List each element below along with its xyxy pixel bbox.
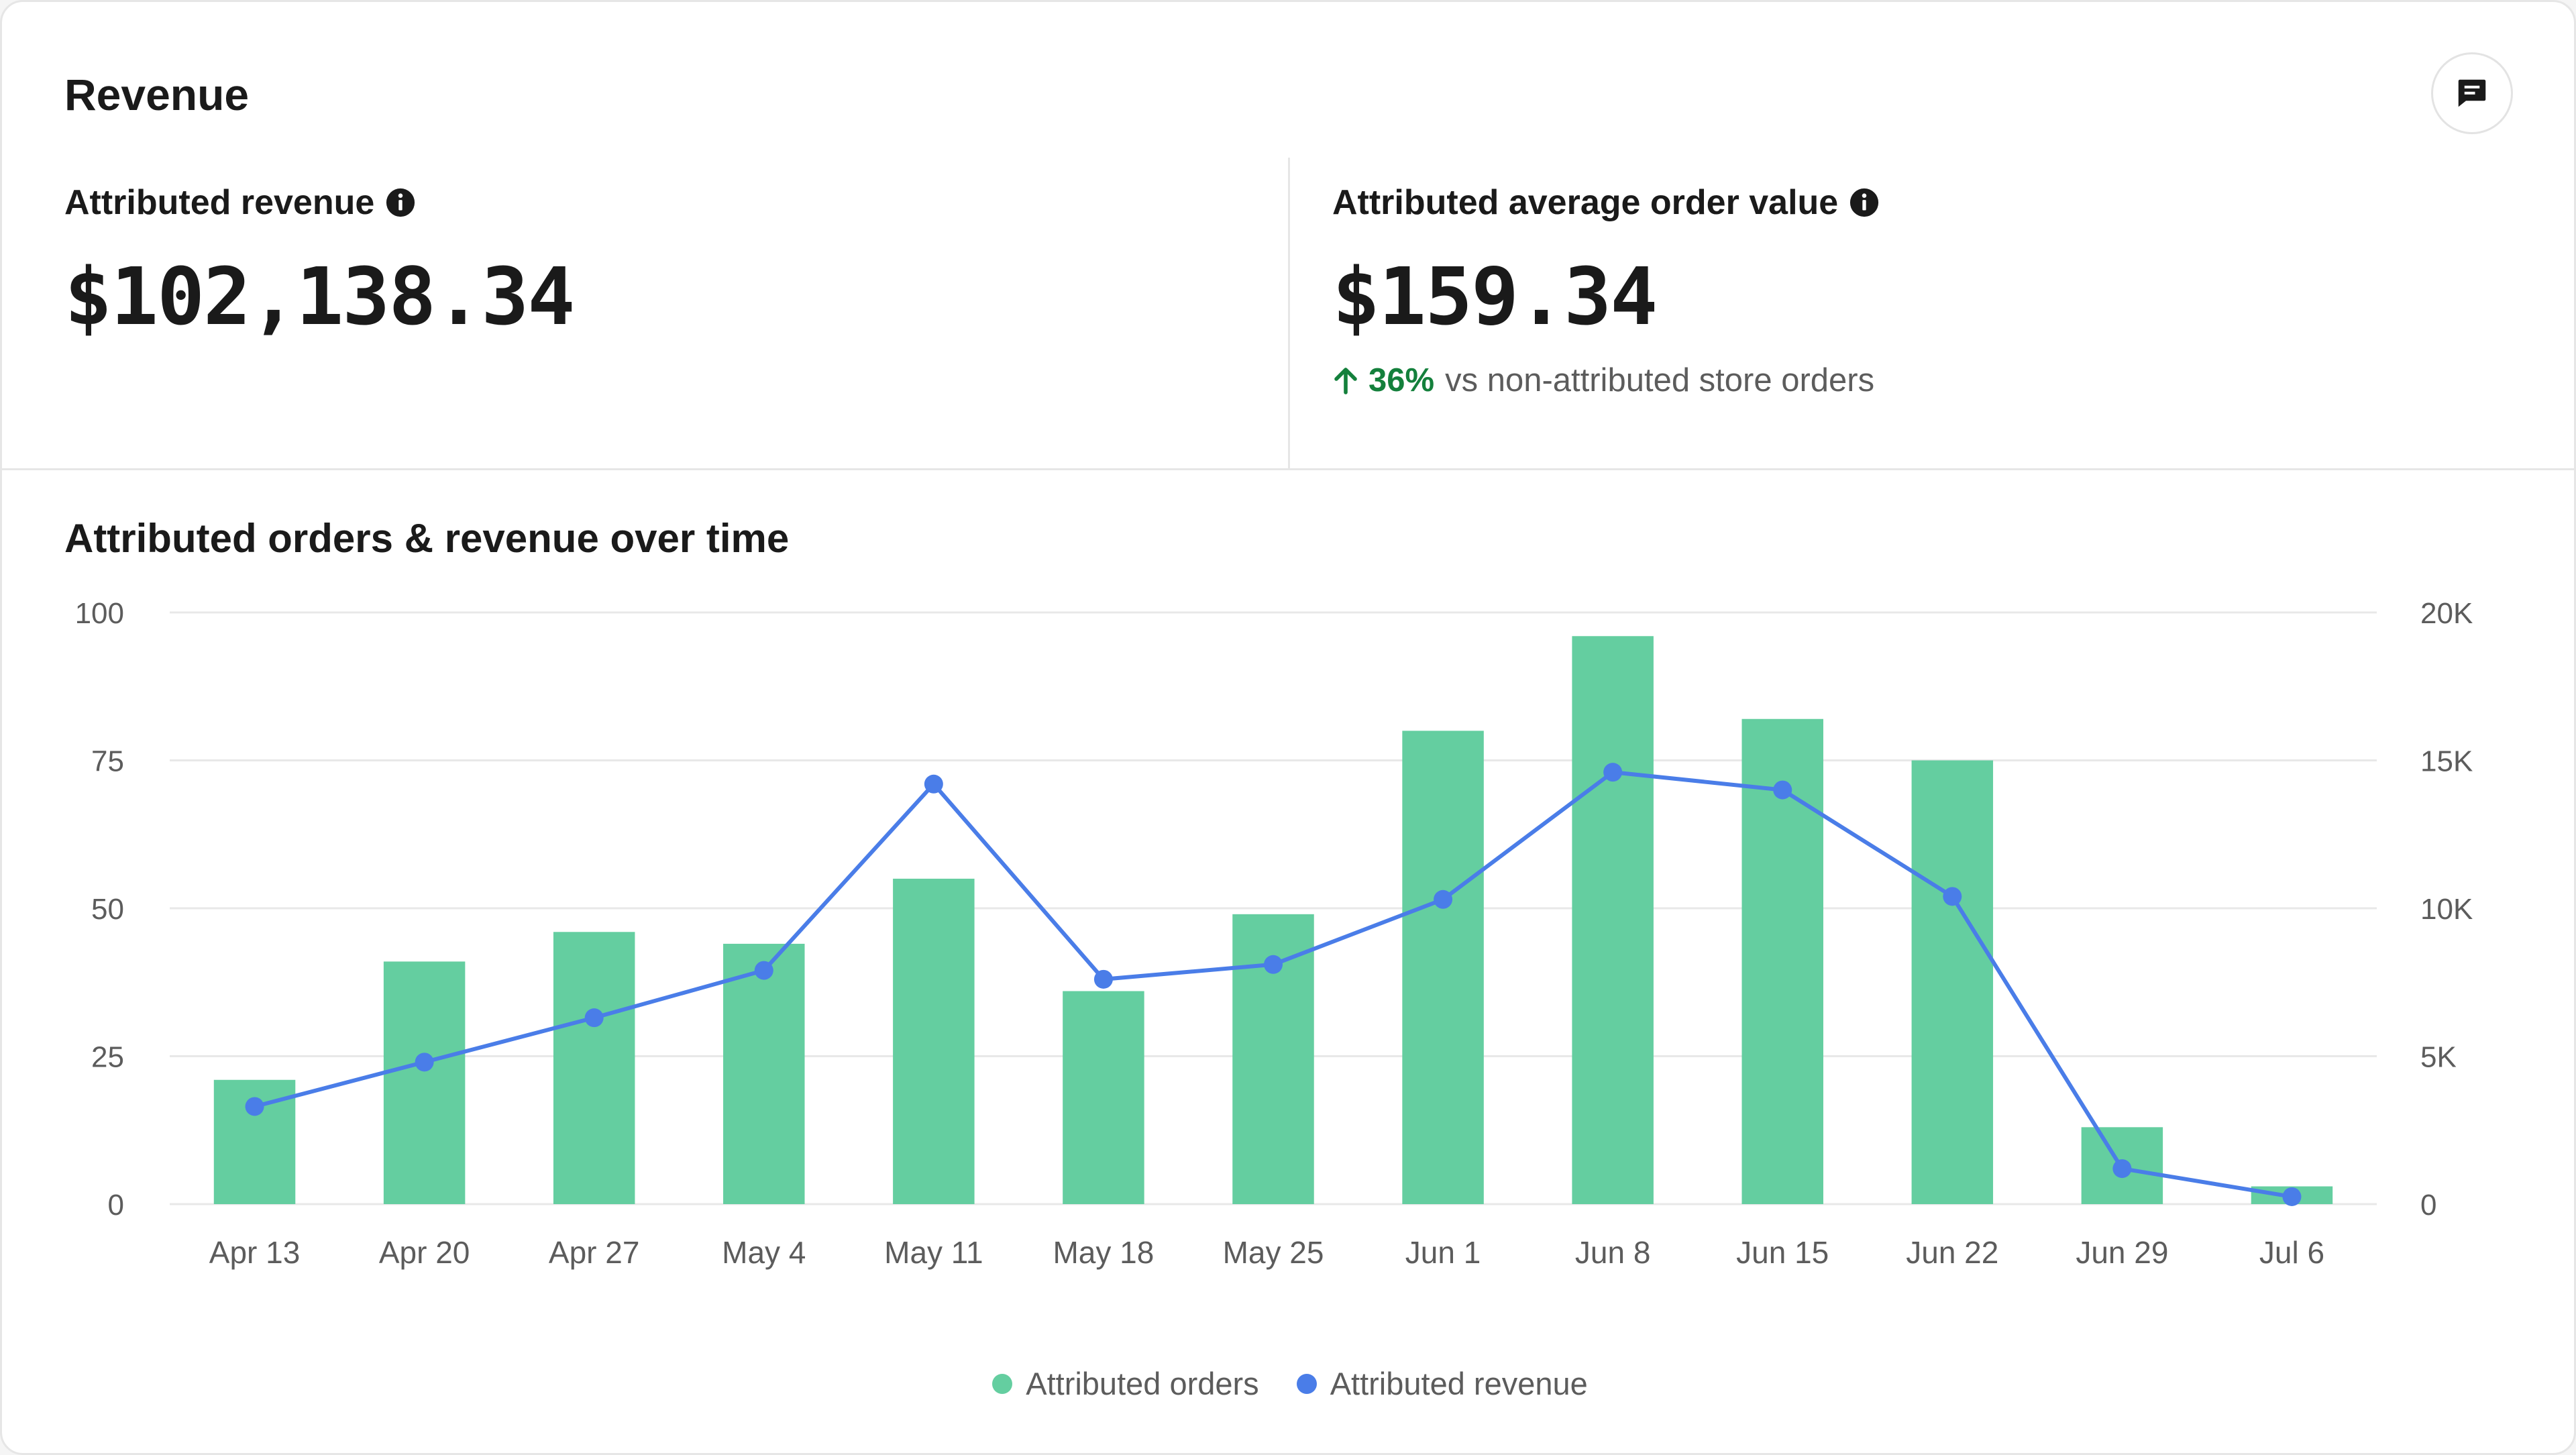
- x-tick-label: Apr 13: [209, 1235, 301, 1270]
- x-tick-label: May 25: [1223, 1235, 1324, 1270]
- attributed-aov-metric: Attributed average order value $159.34 3…: [1332, 179, 1880, 402]
- x-tick-label: Jun 8: [1575, 1235, 1651, 1270]
- message-square-icon: [2458, 79, 2486, 107]
- info-circle-icon[interactable]: [1849, 187, 1880, 218]
- x-tick-label: Jun 22: [1906, 1235, 1998, 1270]
- bar-attributed-orders: [893, 878, 975, 1204]
- y-left-tick-label: 0: [108, 1189, 124, 1222]
- point-attributed-revenue: [245, 1097, 264, 1116]
- bar-attributed-orders: [213, 1079, 296, 1204]
- x-tick-label: Jun 15: [1736, 1235, 1829, 1270]
- x-tick-label: Jun 1: [1405, 1235, 1481, 1270]
- info-circle-icon[interactable]: [385, 187, 416, 218]
- y-right-tick-label: 15K: [2420, 745, 2473, 778]
- bar-attributed-orders: [1063, 991, 1144, 1204]
- point-attributed-revenue: [1264, 955, 1283, 974]
- comparison-text: vs non-attributed store orders: [1445, 362, 1875, 398]
- bar-attributed-orders: [383, 961, 466, 1204]
- legend-label-revenue: Attributed revenue: [1330, 1366, 1588, 1401]
- metric-divider: [1288, 158, 1290, 470]
- arrow-up-icon: [1334, 368, 1357, 394]
- x-tick-label: Apr 27: [549, 1235, 640, 1270]
- x-tick-label: Jul 6: [2259, 1235, 2324, 1270]
- point-attributed-revenue: [1093, 969, 1113, 989]
- bar-attributed-orders: [723, 943, 805, 1204]
- y-left-tick-label: 25: [91, 1041, 124, 1074]
- y-right-tick-label: 0: [2420, 1189, 2436, 1222]
- bar-attributed-orders: [553, 932, 635, 1204]
- feedback-button[interactable]: [2431, 52, 2513, 134]
- point-attributed-revenue: [924, 774, 943, 794]
- point-attributed-revenue: [754, 961, 773, 980]
- x-tick-label: Jun 29: [2076, 1235, 2168, 1270]
- y-left-tick-label: 75: [91, 745, 124, 778]
- legend-item-revenue[interactable]: Attributed revenue: [1296, 1364, 1588, 1404]
- comparison-percent: 36%: [1368, 362, 1435, 398]
- y-left-tick-label: 100: [75, 597, 124, 630]
- bar-attributed-orders: [1911, 760, 1994, 1204]
- attributed-revenue-metric: Attributed revenue $102,138.34: [64, 179, 575, 343]
- chart-legend: Attributed orders Attributed revenue: [2, 1364, 2574, 1404]
- card-title: Revenue: [64, 70, 250, 119]
- legend-dot-revenue: [1296, 1374, 1317, 1394]
- aov-comparison: 36% vs non-attributed store orders: [1332, 359, 1880, 402]
- attributed-aov-value: $159.34: [1332, 250, 1658, 343]
- y-right-tick-label: 20K: [2420, 597, 2473, 630]
- bar-attributed-orders: [1741, 718, 1823, 1204]
- point-attributed-revenue: [415, 1053, 434, 1072]
- x-tick-label: May 18: [1053, 1235, 1154, 1270]
- chart-title: Attributed orders & revenue over time: [64, 516, 790, 561]
- y-right-tick-label: 10K: [2420, 893, 2473, 926]
- x-tick-label: Apr 20: [379, 1235, 470, 1270]
- x-tick-label: May 11: [884, 1235, 983, 1270]
- x-tick-label: May 4: [722, 1235, 806, 1270]
- bar-attributed-orders: [1402, 731, 1484, 1204]
- legend-item-orders[interactable]: Attributed orders: [992, 1364, 1259, 1404]
- legend-label-orders: Attributed orders: [1026, 1366, 1259, 1401]
- attributed-aov-label: Attributed average order value: [1332, 183, 1839, 222]
- y-left-tick-label: 50: [91, 893, 124, 926]
- point-attributed-revenue: [1773, 780, 1792, 800]
- bar-attributed-orders: [2081, 1127, 2163, 1204]
- line-attributed-revenue: [252, 770, 2294, 1199]
- point-attributed-revenue: [1943, 887, 1962, 906]
- bar-attributed-orders: [2251, 1186, 2333, 1204]
- point-attributed-revenue: [584, 1008, 604, 1028]
- section-divider: [2, 468, 2574, 470]
- attributed-revenue-label: Attributed revenue: [64, 183, 375, 222]
- bar-attributed-orders: [1232, 914, 1314, 1204]
- y-right-tick-label: 5K: [2420, 1041, 2457, 1074]
- point-attributed-revenue: [2282, 1187, 2302, 1206]
- bar-attributed-orders: [1572, 636, 1654, 1204]
- point-attributed-revenue: [1603, 763, 1623, 782]
- legend-dot-orders: [992, 1374, 1013, 1394]
- point-attributed-revenue: [2112, 1159, 2132, 1179]
- point-attributed-revenue: [1434, 890, 1453, 909]
- attributed-revenue-value: $102,138.34: [64, 250, 575, 343]
